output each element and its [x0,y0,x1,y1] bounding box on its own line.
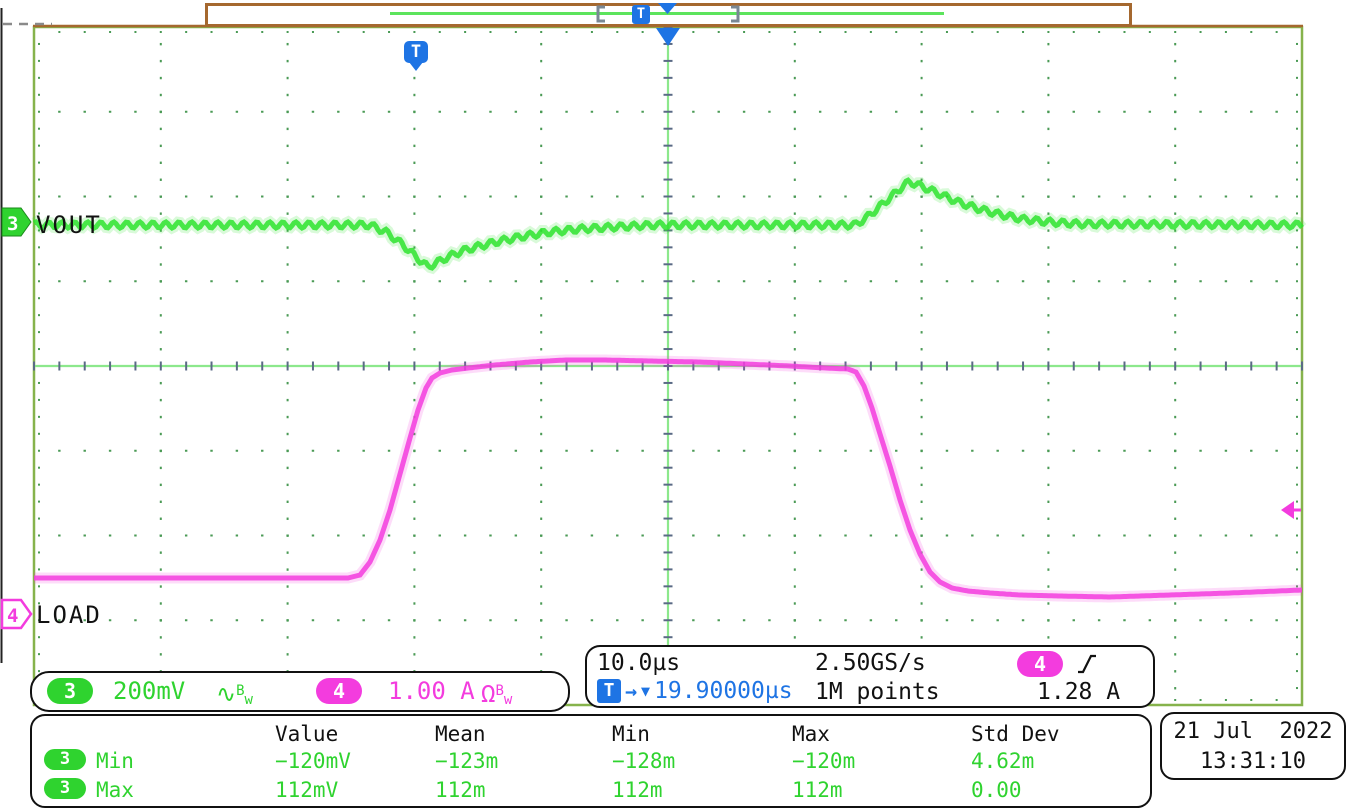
ch3-marker-number: 3 [7,213,18,235]
row1-label: Min [96,749,134,773]
col-header-value: Value [275,722,339,746]
row1-max: −120m [792,749,856,773]
ch4-badge: 4 [316,678,362,704]
row1-channel-badge: 3 [44,749,86,770]
trigger-t-pin-bar: T [632,5,650,24]
trigger-position-readout: T → ▼ 19.90000µs [597,678,793,704]
trigger-t-icon: T [597,679,621,703]
acquisition-preview-bar [205,3,1132,27]
row2-min: 112m [612,778,663,802]
trace-vout-glow [31,173,1307,275]
row2-value: 112mV [275,778,339,802]
bandwidth-w: w [244,692,253,708]
time-text: 13:31:10 [1200,749,1306,774]
trace-vout [32,177,1304,271]
sample-rate: 2.50GS/s [815,650,926,676]
bandwidth-b: B [236,683,245,699]
col-header-stddev: Std Dev [971,722,1060,746]
row2-max: 112m [792,778,843,802]
ch3-scale: 200mV [113,677,186,705]
ch3-trace-label: VOUT [36,211,102,239]
ac-coupling-icon: ∿ [216,680,237,708]
datetime-box: 21 Jul 2022 13:31:10 [1160,712,1346,780]
ch4-trace-label: LOAD [36,601,102,629]
rising-edge-slope-icon [1078,654,1096,674]
ch4-coupling-bandwidth-icon: ΩBw [481,678,512,714]
ch4-marker-number: 4 [7,605,18,627]
bandwidth-w: w [503,692,513,708]
trigger-source-badge: 4 [1017,651,1063,677]
timebase-readout-box: 10.0µs 2.50GS/s 4 T → ▼ 19.90000µs 1M po… [585,645,1155,708]
measurement-table: Value Mean Min Max Std Dev 3 Min −120mV … [30,714,1152,808]
record-length: 1M points [815,679,940,705]
row1-mean: −123m [435,749,499,773]
col-header-max: Max [792,722,830,746]
trigger-arrow-icon: → [625,679,638,703]
trace-load [34,357,1303,600]
row1-stddev: 4.62m [971,749,1035,773]
ch3-ground-marker [1,207,32,237]
time-per-div: 10.0µs [597,650,681,676]
ch4-scale: 1.00 A [388,677,475,705]
row2-label: Max [96,778,134,802]
row2-channel-badge: 3 [44,778,86,799]
trigger-level-value: 1.28 A [1037,679,1121,705]
date-text: 21 Jul 2022 [1173,719,1333,744]
row2-stddev: 0.00 [971,778,1022,802]
record-waveform-line [390,12,944,15]
ch3-badge: 3 [47,678,93,704]
channel-readout-box: 3 200mV ∿Bw 4 1.00 A ΩBw [30,671,570,712]
trigger-marker-icon: ▼ [641,682,651,700]
ch3-coupling-bandwidth-icon: ∿Bw [216,678,253,714]
trigger-position-marker [656,28,680,46]
col-header-min: Min [612,722,650,746]
bandwidth-b: B [495,683,504,699]
row1-min: −128m [612,749,676,773]
col-header-mean: Mean [435,722,486,746]
ohm-coupling-icon: Ω [481,680,496,708]
row2-mean: 112m [435,778,486,802]
trigger-level-arrow [1281,501,1294,519]
trace-load-glow [34,354,1303,603]
trigger-position-value: 19.90000µs [654,678,793,704]
row1-value: −120mV [275,749,351,773]
ch4-ground-marker [0,598,33,630]
trigger-t-pin: T [404,41,428,71]
